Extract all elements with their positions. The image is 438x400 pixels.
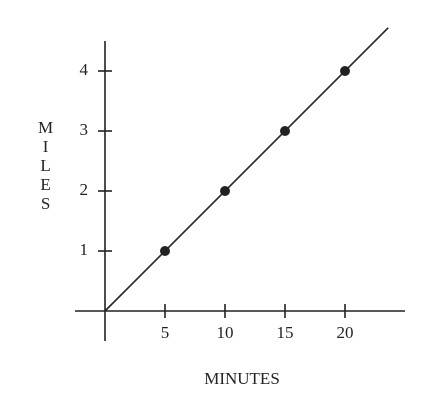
x-tick-label: 20: [337, 323, 354, 342]
data-point: [280, 126, 290, 136]
data-point: [340, 66, 350, 76]
data-point: [220, 186, 230, 196]
x-tick-label: 5: [161, 323, 170, 342]
y-tick-label: 1: [80, 240, 89, 259]
y-tick-label: 2: [80, 180, 89, 199]
y-tick-label: 3: [80, 120, 89, 139]
x-axis-label: MINUTES: [204, 369, 280, 388]
y-axis-label: MILES: [36, 118, 55, 213]
y-tick-label: 4: [80, 60, 89, 79]
data-point: [160, 246, 170, 256]
trend-line: [104, 27, 389, 312]
x-tick-label: 15: [277, 323, 294, 342]
x-tick-label: 10: [217, 323, 234, 342]
